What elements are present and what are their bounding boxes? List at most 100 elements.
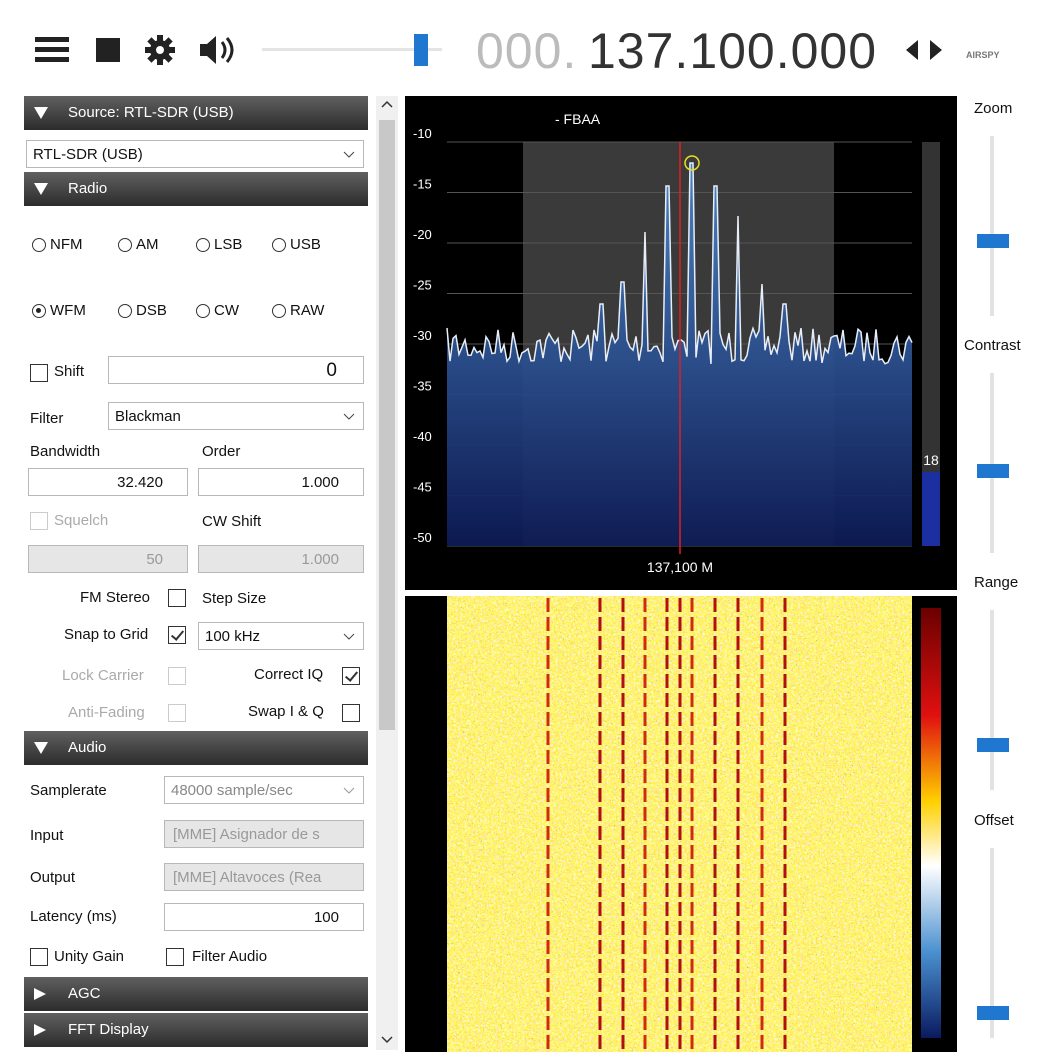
unity-gain-checkbox[interactable] bbox=[30, 948, 48, 966]
source-header[interactable]: Source: RTL-SDR (USB) bbox=[24, 96, 368, 130]
mode-radio[interactable] bbox=[118, 238, 132, 252]
slider-label: Zoom bbox=[974, 100, 1012, 117]
slider-thumb[interactable] bbox=[977, 1006, 1009, 1020]
filter-audio-checkbox[interactable] bbox=[166, 948, 184, 966]
input-text: 1.000 bbox=[301, 551, 339, 568]
mode-radio[interactable] bbox=[272, 304, 286, 318]
select-text: 100 kHz bbox=[205, 628, 260, 645]
squelch-checkbox[interactable] bbox=[30, 512, 48, 530]
select-text: [MME] Altavoces (Rea bbox=[173, 869, 321, 886]
mode-label: CW bbox=[214, 302, 239, 319]
fft-header[interactable]: FFT Display bbox=[24, 1013, 368, 1047]
y-label: -10 bbox=[413, 126, 432, 141]
shift-input[interactable]: 0 bbox=[108, 356, 364, 384]
mode-radio[interactable] bbox=[272, 238, 286, 252]
y-label: -20 bbox=[413, 227, 432, 242]
y-label: -25 bbox=[413, 278, 432, 293]
app: 000. 137.100.000 AIRSPY Source: RTL-SDR … bbox=[0, 0, 1046, 1061]
y-label: -35 bbox=[413, 379, 432, 394]
label: Filter bbox=[30, 410, 63, 427]
scroll-thumb[interactable] bbox=[379, 120, 395, 730]
mode-radio[interactable] bbox=[196, 238, 210, 252]
slider-thumb[interactable] bbox=[977, 738, 1009, 752]
input-text: 0 bbox=[326, 360, 337, 381]
header-text: Radio bbox=[68, 172, 107, 206]
filter-select[interactable]: Blackman bbox=[108, 402, 364, 430]
slider-label: Range bbox=[974, 574, 1018, 591]
spectrum-view: -10-15-20-25-30-35-40-45-50 - FBAA 18 13… bbox=[405, 96, 957, 1052]
y-label: -30 bbox=[413, 328, 432, 343]
header-text: AGC bbox=[68, 977, 101, 1011]
slider-track bbox=[990, 610, 994, 790]
slider-thumb[interactable] bbox=[977, 234, 1009, 248]
bandwidth-input[interactable]: 32.420 bbox=[28, 468, 188, 496]
label: Correct IQ bbox=[254, 666, 323, 683]
label: FM Stereo bbox=[80, 589, 150, 606]
label: Latency (ms) bbox=[30, 908, 117, 925]
radio-header[interactable]: Radio bbox=[24, 172, 368, 206]
agc-header[interactable]: AGC bbox=[24, 977, 368, 1011]
frequency-prefix: 000. bbox=[476, 22, 577, 80]
mode-label: USB bbox=[290, 236, 321, 253]
label: Squelch bbox=[54, 512, 108, 529]
order-input[interactable]: 1.000 bbox=[198, 468, 364, 496]
center-frequency: 137,100 M bbox=[647, 559, 713, 575]
input-text: 100 bbox=[314, 909, 339, 926]
frequency[interactable]: 137.100.000 bbox=[588, 22, 877, 80]
swap-iq-checkbox[interactable] bbox=[342, 704, 360, 722]
volume-thumb[interactable] bbox=[414, 34, 428, 66]
label: Shift bbox=[54, 363, 84, 380]
output-select[interactable]: [MME] Altavoces (Rea bbox=[164, 863, 364, 891]
select-text: 48000 sample/sec bbox=[171, 782, 293, 799]
input-text: 50 bbox=[146, 551, 163, 568]
samplerate-select[interactable]: 48000 sample/sec bbox=[164, 776, 364, 804]
tune-arrows[interactable] bbox=[904, 38, 944, 62]
label: Anti-Fading bbox=[68, 704, 145, 721]
select-text: RTL-SDR (USB) bbox=[33, 146, 143, 163]
label: Order bbox=[202, 443, 240, 460]
y-label: -45 bbox=[413, 480, 432, 495]
cw-shift-input[interactable]: 1.000 bbox=[198, 545, 364, 573]
latency-input[interactable]: 100 bbox=[164, 903, 364, 931]
mode-radio[interactable] bbox=[32, 238, 46, 252]
slider-thumb[interactable] bbox=[977, 464, 1009, 478]
anti-fading-checkbox[interactable] bbox=[168, 704, 186, 722]
mode-label: LSB bbox=[214, 236, 242, 253]
mode-label: RAW bbox=[290, 302, 324, 319]
label: Input bbox=[30, 827, 63, 844]
meter-label: 18 bbox=[923, 452, 939, 468]
label: Snap to Grid bbox=[64, 626, 148, 643]
header-text: Audio bbox=[68, 731, 106, 765]
mode-radio[interactable] bbox=[196, 304, 210, 318]
label: Step Size bbox=[202, 590, 266, 607]
input-text: 1.000 bbox=[301, 474, 339, 491]
shift-checkbox[interactable] bbox=[30, 364, 48, 382]
mode-radio[interactable] bbox=[118, 304, 132, 318]
snap-checkbox[interactable] bbox=[168, 626, 186, 644]
label: Unity Gain bbox=[54, 948, 124, 965]
slider-label: Offset bbox=[974, 812, 1014, 829]
mode-label: AM bbox=[136, 236, 159, 253]
label: Filter Audio bbox=[192, 948, 267, 965]
device-select[interactable]: RTL-SDR (USB) bbox=[26, 140, 364, 168]
label: Lock Carrier bbox=[62, 667, 144, 684]
select-text: [MME] Asignador de s bbox=[173, 826, 320, 843]
lock-carrier-checkbox[interactable] bbox=[168, 667, 186, 685]
toolbar-icons[interactable] bbox=[30, 30, 250, 70]
label: CW Shift bbox=[202, 513, 261, 530]
mode-label: NFM bbox=[50, 236, 83, 253]
spectrum-title: - FBAA bbox=[555, 111, 601, 127]
label: Samplerate bbox=[30, 782, 107, 799]
step-select[interactable]: 100 kHz bbox=[198, 622, 364, 650]
squelch-input[interactable]: 50 bbox=[28, 545, 188, 573]
scroll-down[interactable] bbox=[381, 1036, 393, 1044]
correct-iq-checkbox[interactable] bbox=[342, 667, 360, 685]
mode-radio[interactable] bbox=[32, 304, 46, 318]
fm-stereo-checkbox[interactable] bbox=[168, 589, 186, 607]
audio-header[interactable]: Audio bbox=[24, 731, 368, 765]
scroll-up[interactable] bbox=[381, 100, 393, 108]
label: Bandwidth bbox=[30, 443, 100, 460]
mode-label: WFM bbox=[50, 302, 86, 319]
input-select[interactable]: [MME] Asignador de s bbox=[164, 820, 364, 848]
slider-track bbox=[990, 373, 994, 553]
